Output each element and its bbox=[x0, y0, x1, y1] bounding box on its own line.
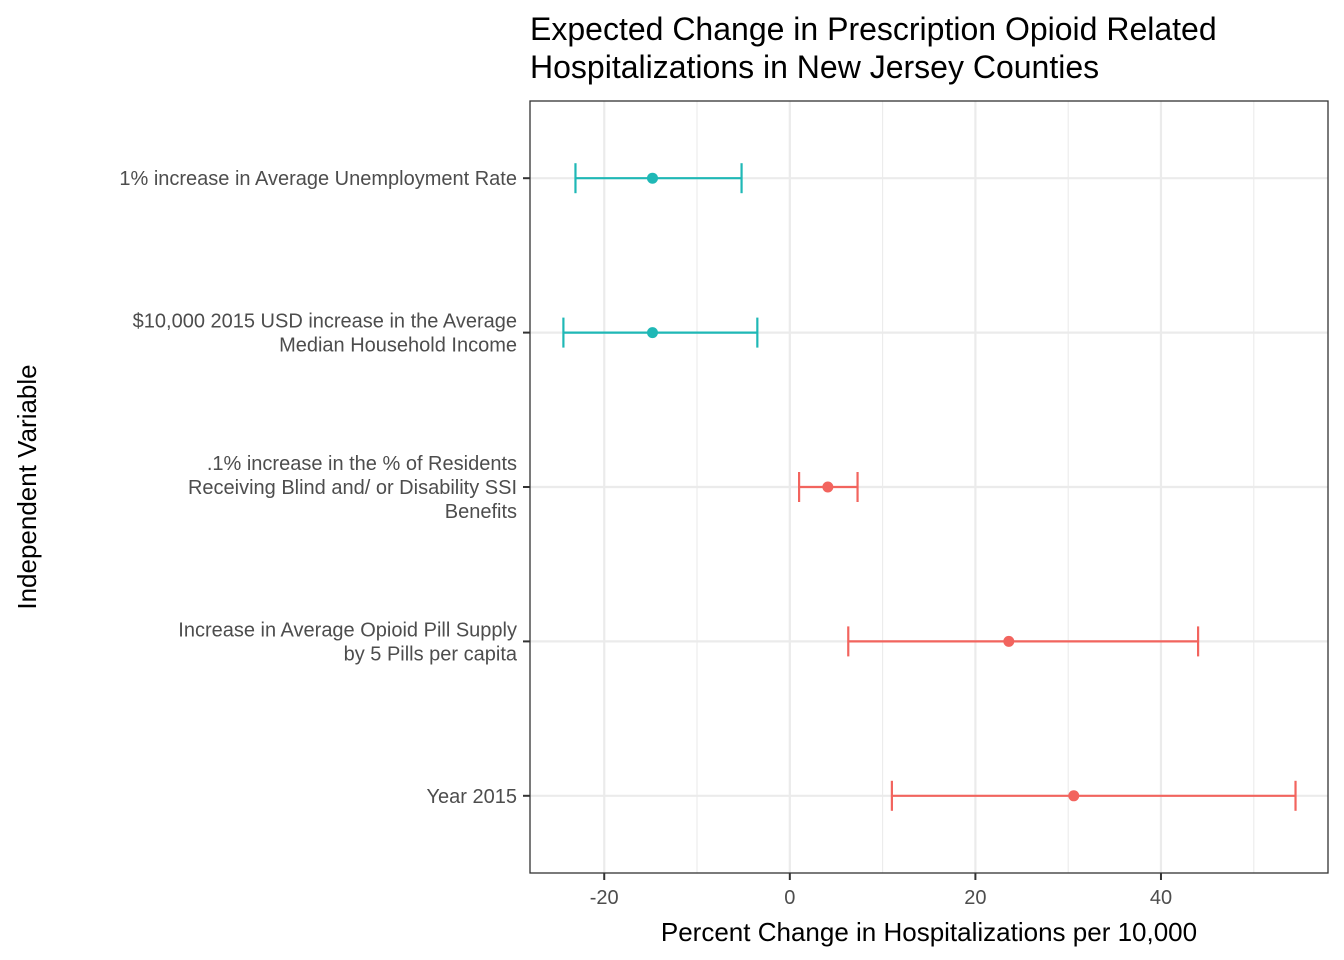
y-tick-label-line: Benefits bbox=[445, 501, 517, 523]
y-tick-label-line: Increase in Average Opioid Pill Supply bbox=[178, 619, 517, 641]
point-estimate bbox=[1003, 635, 1015, 647]
point-estimate bbox=[1068, 790, 1080, 802]
y-tick-label: Year 2015 bbox=[427, 786, 517, 808]
y-tick-label-line: Year 2015 bbox=[427, 786, 517, 808]
y-tick-label-line: .1% increase in the % of Residents bbox=[207, 453, 517, 475]
y-tick-label-line: Median Household Income bbox=[279, 335, 517, 357]
y-tick-label: .1% increase in the % of ResidentsReceiv… bbox=[188, 453, 517, 523]
y-tick-label-line: $10,000 2015 USD increase in the Average bbox=[133, 311, 517, 333]
y-tick-label-line: by 5 Pills per capita bbox=[344, 643, 518, 665]
x-axis-title: Percent Change in Hospitalizations per 1… bbox=[661, 917, 1197, 947]
point-estimate bbox=[646, 172, 658, 184]
y-tick-label: 1% increase in Average Unemployment Rate bbox=[119, 168, 517, 190]
chart-title-line-2: Hospitalizations in New Jersey Counties bbox=[530, 49, 1099, 85]
x-tick-label: 40 bbox=[1150, 887, 1172, 909]
chart-title: Expected Change in Prescription Opioid R… bbox=[530, 11, 1217, 85]
error-bar-4 bbox=[847, 626, 1200, 657]
x-tick-label: -20 bbox=[590, 887, 619, 909]
grid-lines bbox=[530, 101, 1328, 873]
y-tick-label: $10,000 2015 USD increase in the Average… bbox=[133, 311, 517, 357]
error-bar-2 bbox=[562, 317, 759, 348]
error-bar-5 bbox=[890, 780, 1297, 811]
y-axis-ticks: 1% increase in Average Unemployment Rate… bbox=[119, 168, 530, 808]
x-tick-label: 20 bbox=[964, 887, 986, 909]
x-axis-ticks: -20 0 20 40 bbox=[590, 873, 1172, 909]
y-tick-label-line: 1% increase in Average Unemployment Rate bbox=[119, 168, 517, 190]
error-bar-1 bbox=[574, 163, 743, 194]
x-tick-label: 0 bbox=[784, 887, 795, 909]
point-estimate bbox=[822, 481, 834, 493]
y-tick-label: Increase in Average Opioid Pill Supplyby… bbox=[178, 619, 518, 665]
error-bar-3 bbox=[797, 472, 859, 502]
y-tick-label-line: Receiving Blind and/ or Disability SSI bbox=[188, 477, 517, 499]
point-estimate bbox=[646, 327, 658, 339]
y-axis-title: Independent Variable bbox=[12, 364, 42, 609]
error-bars bbox=[562, 163, 1297, 811]
chart-title-line-1: Expected Change in Prescription Opioid R… bbox=[530, 11, 1217, 47]
